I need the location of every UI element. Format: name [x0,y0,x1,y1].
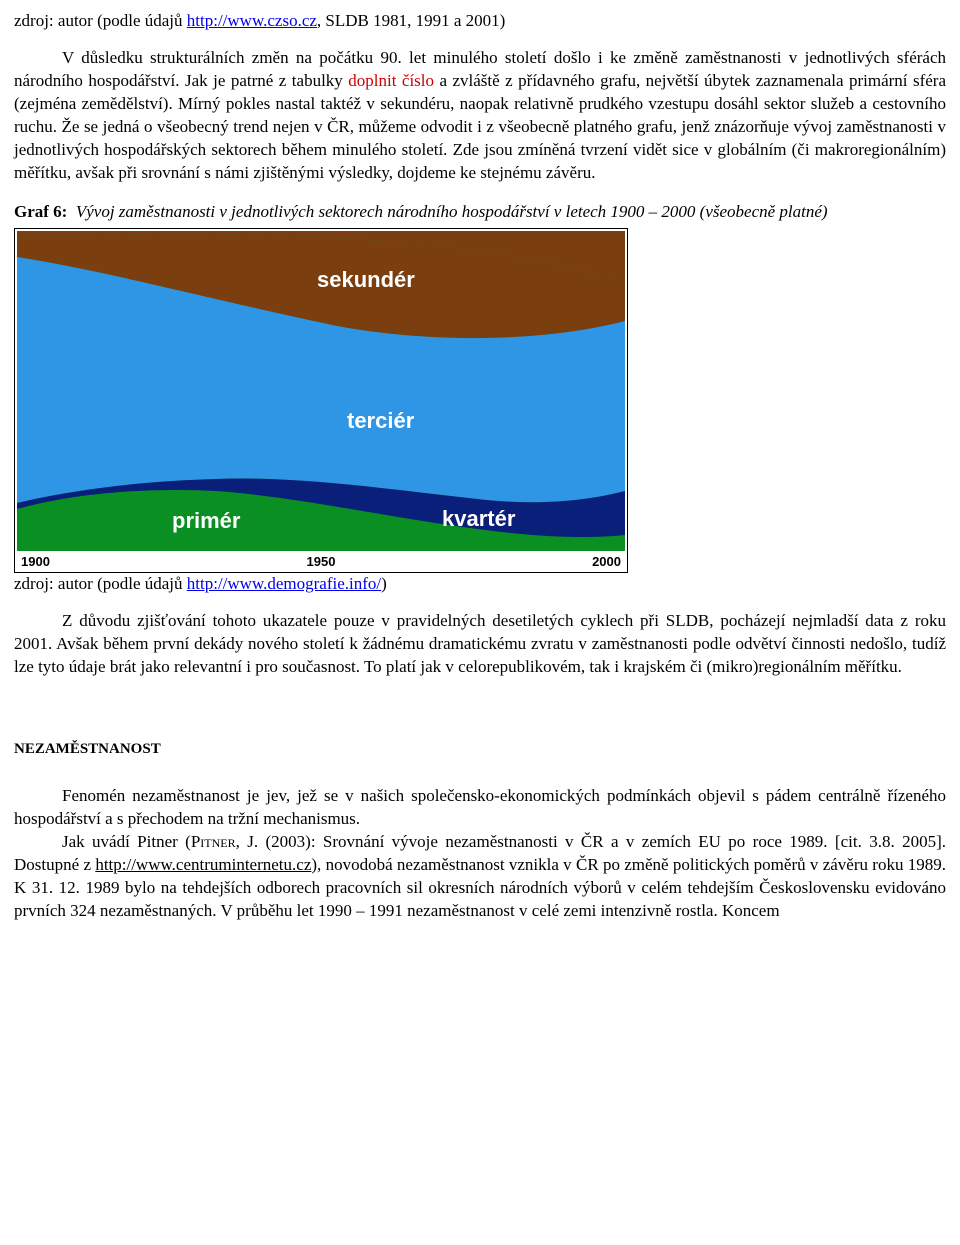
axis-1950: 1950 [307,553,336,571]
src2-suffix: ) [381,574,387,593]
source-line-2: zdroj: autor (podle údajů http://www.dem… [14,573,946,596]
chart-container: sekundér terciér primér kvartér 1900 195… [14,228,628,574]
paragraph-pitner: Jak uvádí Pitner (Pitner, J. (2003): Sro… [14,831,946,923]
label-primer: primér [172,506,240,536]
source-line-1: zdroj: autor (podle údajů http://www.czs… [14,10,946,33]
p4-t1: Jak uvádí Pitner ( [62,832,191,851]
centruminternetu-link[interactable]: http://www.centruminternetu.cz [95,855,311,874]
p1-red: doplnit číslo [348,71,434,90]
label-tercier: terciér [347,406,414,436]
demografie-link[interactable]: http://www.demografie.info/ [187,574,381,593]
src2-prefix: zdroj: autor (podle údajů [14,574,187,593]
paragraph-structural-changes: V důsledku strukturálních změn na počátk… [14,47,946,185]
src1-prefix: zdroj: autor (podle údajů [14,11,187,30]
axis-1900: 1900 [21,553,50,571]
label-kvarter: kvartér [442,504,515,534]
czso-link[interactable]: http://www.czso.cz [187,11,317,30]
axis-2000: 2000 [592,553,621,571]
label-sekunder: sekundér [317,265,415,295]
graf6-label: Graf 6: [14,202,67,221]
src1-suffix: , SLDB 1981, 1991 a 2001) [317,11,505,30]
p4-sc: Pitner [191,832,236,851]
graf6-caption: Vývoj zaměstnanosti v jednotlivých sekto… [76,202,828,221]
section-heading-unemployment: NEZAMĚSTNANOST [14,739,946,759]
paragraph-sldb: Z důvodu zjišťování tohoto ukazatele pou… [14,610,946,679]
paragraph-unemployment-intro: Fenomén nezaměstnanost je jev, jež se v … [14,785,946,831]
chart-inner: sekundér terciér primér kvartér [17,231,625,551]
chart-x-axis: 1900 1950 2000 [17,551,625,571]
graf6-title: Graf 6: Vývoj zaměstnanosti v jednotlivý… [14,201,946,224]
